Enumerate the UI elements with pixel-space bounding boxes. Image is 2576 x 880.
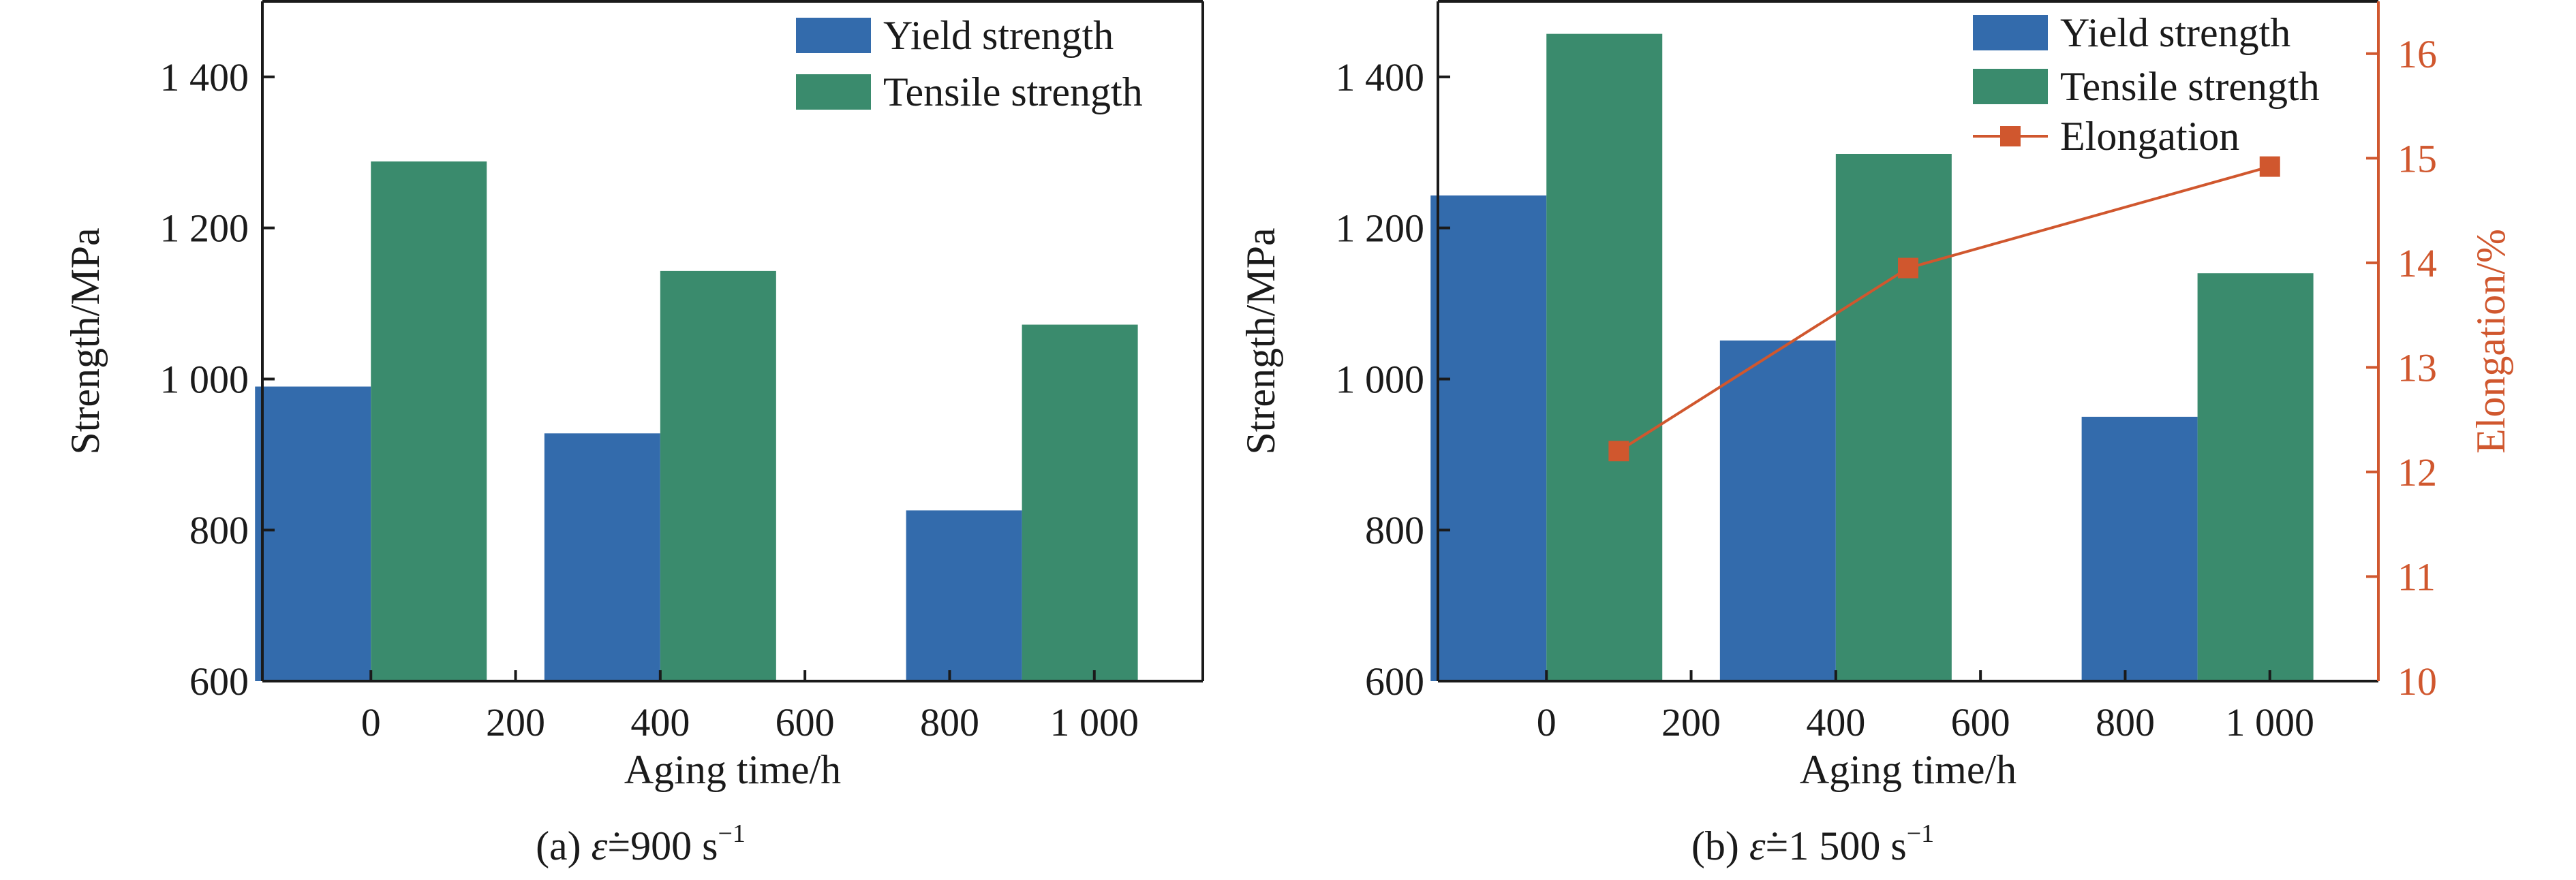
y-axis-title: Strength/MPa [63,227,108,454]
legend-label: Yield strength [883,13,1114,58]
y2-tick-label: 12 [2397,450,2437,494]
y-axis-title: Strength/MPa [1238,227,1283,454]
legend-swatch [1973,69,2048,104]
panel-caption: (a) ε̇=900 s−1 [536,819,746,868]
y2-axis-title: Elongation/% [2468,229,2513,454]
legend-label: Tensile strength [883,69,1143,114]
x-tick-label: 400 [630,700,690,744]
yield-strength-bar [1719,340,1836,681]
x-tick-label: 0 [1537,700,1557,744]
tensile-strength-bar [1546,33,1663,681]
chart-panel-a: 600 800 1 000 1 200 1 400 0 200 400 600 800 1 000 S… [63,0,1204,868]
y-tick-label: 1 200 [160,206,249,251]
y-tick-label: 1 400 [1336,55,1425,99]
tensile-strength-bar [1835,153,1952,682]
caption-value: =1 500 s [1766,823,1907,868]
legend-swatch [796,74,871,110]
caption-prefix: (b) [1691,823,1749,868]
legend-swatch [796,18,871,53]
elongation-marker [1898,257,1918,279]
y2-tick-label: 10 [2397,659,2437,704]
y-tick-label: 800 [189,508,249,552]
legend-swatch [1973,15,2048,50]
elongation-marker [2259,156,2280,177]
x-tick-label: 200 [1661,700,1721,744]
tensile-strength-bar [371,161,487,681]
chart-panel-b: 600 800 1 000 1 200 1 400 0 200 400 600 800 1 000 1… [1238,0,2513,868]
y2-tick-label: 11 [2397,554,2436,599]
y-tick-label: 1 000 [1336,357,1425,401]
yield-strength-bar [255,386,371,681]
y2-tick-label: 16 [2397,32,2437,76]
caption-prefix: (a) [536,823,592,868]
tensile-strength-bar [2197,273,2314,681]
tensile-strength-bar [660,270,776,682]
yield-strength-bar [1430,195,1547,681]
x-axis-title: Aging time/h [1800,747,2017,792]
y2-tick-label: 14 [2397,241,2437,285]
legend-label: Elongation [2060,114,2239,159]
yield-strength-bar [544,433,660,681]
x-tick-label: 0 [361,700,381,744]
elongation-marker [1608,441,1629,462]
legend-label: Tensile strength [2060,64,2320,109]
x-tick-label: 400 [1806,700,1865,744]
y-tick-label: 1 400 [160,55,249,99]
panel-caption: (b) ε̇=1 500 s−1 [1691,819,1934,868]
legend-label: Yield strength [2060,10,2290,55]
y-tick-label: 1 000 [160,357,249,401]
legend-marker-swatch [2000,126,2021,146]
x-tick-label: 800 [2096,700,2155,744]
caption-value: =900 s [607,823,718,868]
caption-exponent: −1 [718,819,746,848]
yield-strength-bar [2081,416,2198,681]
x-axis-title: Aging time/h [624,747,841,792]
y-tick-label: 600 [189,659,249,704]
y2-tick-label: 15 [2397,136,2437,180]
y2-tick-label: 13 [2397,345,2437,390]
caption-exponent: −1 [1907,819,1934,848]
y-tick-label: 800 [1365,508,1424,552]
y-tick-label: 600 [1365,659,1424,704]
x-tick-label: 1 000 [1050,700,1139,744]
x-tick-label: 800 [920,700,979,744]
x-tick-label: 200 [486,700,545,744]
yield-strength-bar [906,510,1022,681]
x-tick-label: 1 000 [2226,700,2315,744]
x-tick-label: 600 [1951,700,2010,744]
tensile-strength-bar [1022,324,1138,681]
y-tick-label: 1 200 [1336,206,1425,251]
x-tick-label: 600 [776,700,835,744]
